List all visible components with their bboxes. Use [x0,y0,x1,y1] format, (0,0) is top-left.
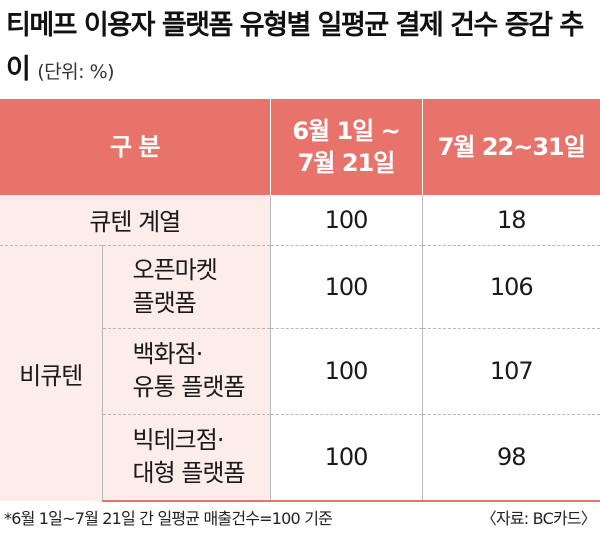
cell-value: 100 [269,413,423,502]
row-label-line1: 백화점· [132,340,204,368]
row-label-line2: 대형 플랫폼 [132,459,246,488]
header-row: 구 분 6월 1일 ~ 7월 21일 7월 22~31일 [0,99,600,195]
row-label-openmarket: 오픈마켓 플랫폼 [101,244,271,328]
row-label-qoo10: 큐텐 계열 [0,195,271,245]
source-label: 〈자료: BC카드〉 [480,509,597,528]
chart-title: 티메프 이용자 플랫폼 유형별 일평균 결제 건수 증감 추이 (단위: %) [6,4,596,94]
header-period1-line2: 7월 21일 [297,149,396,177]
cell-value: 98 [421,413,600,502]
header-period1-line1: 6월 1일 ~ [292,117,400,145]
unit-label: (단위: %) [37,61,115,83]
table-row: 빅테크점· 대형 플랫폼 100 98 [0,413,600,502]
cell-value: 107 [421,327,600,414]
cell-value: 106 [421,244,600,328]
title-text: 티메프 이용자 플랫폼 유형별 일평균 결제 건수 증감 추이 [6,10,584,85]
footnote: *6월 1일~7월 21일 간 일평균 매출건수=100 기준 [4,509,333,528]
row-label-line1: 오픈마켓 [132,255,218,284]
data-table: 구 분 6월 1일 ~ 7월 21일 7월 22~31일 큐텐 계열 100 1… [0,99,600,502]
group-label-non-qoo10: 비큐텐 [0,244,102,501]
row-label-line2: 유통 플랫폼 [132,373,246,401]
cell-value: 100 [269,244,423,328]
header-category: 구 분 [0,99,271,195]
table-row: 큐텐 계열 100 18 [0,195,600,245]
table-row: 백화점· 유통 플랫폼 100 107 [0,327,600,414]
header-period2: 7월 22~31일 [421,99,600,195]
row-label-bigtech: 빅테크점· 대형 플랫폼 [101,413,271,502]
header-period1: 6월 1일 ~ 7월 21일 [269,99,423,195]
footnote-bar: *6월 1일~7월 21일 간 일평균 매출건수=100 기준 〈자료: BC카… [4,505,598,529]
row-label-line2: 플랫폼 [132,288,197,317]
row-label-line1: 빅테크점· [132,426,225,455]
row-label-department: 백화점· 유통 플랫폼 [101,327,271,414]
table-row: 비큐텐 오픈마켓 플랫폼 100 106 [0,244,600,501]
cell-value: 100 [269,195,423,245]
cell-value: 18 [421,195,600,245]
cell-value: 100 [269,327,423,414]
